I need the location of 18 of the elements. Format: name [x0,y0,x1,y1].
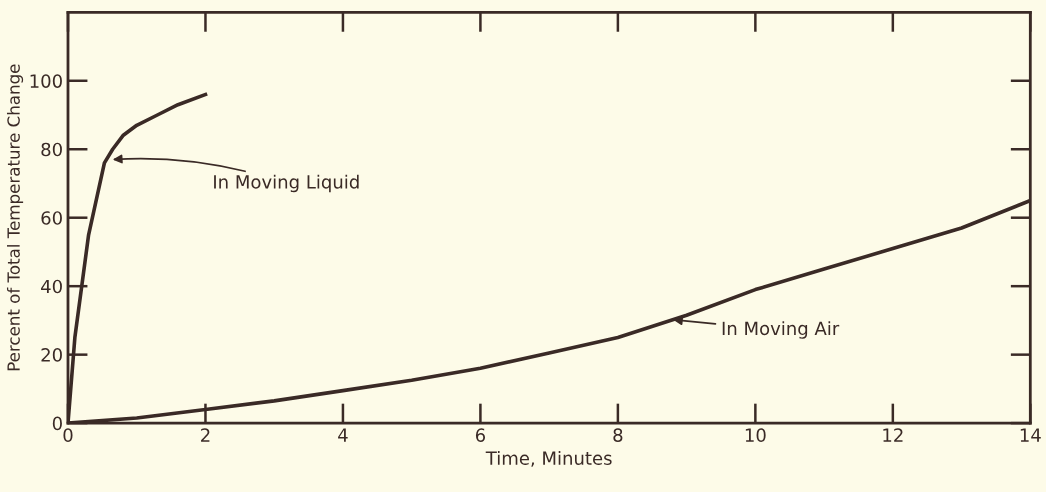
x-tick-label: 12 [883,428,903,442]
x-tick-label: 6 [475,428,486,442]
x-tick-label: 14 [1020,428,1041,442]
y-tick-label: 40 [41,279,62,294]
y-tick-label: 80 [41,142,62,157]
annotation: In Moving Air [722,321,840,339]
y-tick-label: 100 [30,74,62,88]
annotation: In Moving Liquid [214,174,359,193]
y-tick-label: 0 [52,416,62,431]
y-axis-title: Percent of Total Temperature Change [6,64,24,371]
x-tick-label: 8 [613,428,623,442]
x-axis-title: Time, Minutes [485,451,612,467]
y-tick-label: 20 [41,348,62,362]
y-tick-label: 60 [41,211,62,225]
x-tick-label: 4 [338,428,348,442]
x-tick-label: 10 [745,428,766,442]
x-tick-label: 2 [201,428,210,442]
x-tick-label: 0 [63,428,73,442]
